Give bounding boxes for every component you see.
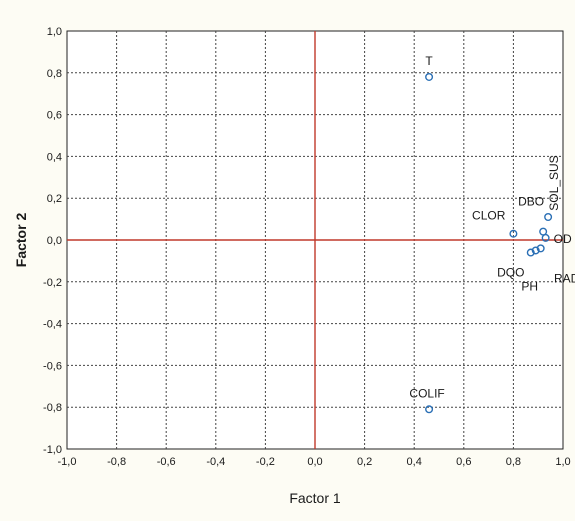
data-point [531,246,540,255]
y-tick-label: -0,2 [43,277,62,289]
x-tick-label: 0,8 [506,456,521,468]
data-points [425,72,553,414]
point-label: SOL_SUS [547,155,561,210]
y-tick-label: 0,6 [47,110,62,122]
x-tick-label: -1,0 [58,456,77,468]
y-tick-label: 0,8 [47,68,62,80]
x-tick-label: 0,0 [307,456,322,468]
y-tick-label: 0,4 [47,151,62,163]
point-label: T [425,54,433,68]
y-tick-labels: 1,0 0,8 0,6 0,4 0,2 0,0 -0,2 -0,4 -0,6 -0,8 -1,0 [43,26,62,456]
point-label: DQO [497,266,524,280]
data-point [425,405,434,414]
x-tick-label: 1,0 [555,456,570,468]
data-point [536,244,545,253]
y-tick-label: 0,0 [47,235,62,247]
y-tick-label: -1,0 [43,444,62,456]
y-tick-label: 1,0 [47,26,62,38]
data-point [509,229,518,238]
point-label: COLIF [409,386,444,400]
x-tick-label: 0,6 [456,456,471,468]
data-point [541,233,550,242]
x-tick-label: -0,8 [107,456,126,468]
point-label: RAD [554,271,575,285]
data-point [544,213,553,222]
x-tick-label: -0,6 [157,456,176,468]
x-tick-label: 0,2 [357,456,372,468]
x-tick-label: -0,2 [256,456,275,468]
data-point [526,248,535,257]
x-axis-title: Factor 1 [289,490,341,506]
data-point [425,72,434,81]
y-tick-label: -0,6 [43,360,62,372]
x-tick-label: 0,4 [407,456,422,468]
y-axis-title: Factor 2 [13,213,29,268]
point-label: CLOR [472,209,506,223]
y-tick-label: -0,4 [43,319,62,331]
x-tick-labels: -1,0 -0,8 -0,6 -0,4 -0,2 0,0 0,2 0,4 0,6 0,8 1,0 [58,456,571,468]
point-label: OD [554,232,572,246]
x-tick-label: -0,4 [206,456,225,468]
y-tick-label: 0,2 [47,193,62,205]
y-tick-label: -0,8 [43,402,62,414]
reference-lines [67,31,563,449]
point-label: PH [521,279,538,293]
point-label: DBO [518,195,544,209]
